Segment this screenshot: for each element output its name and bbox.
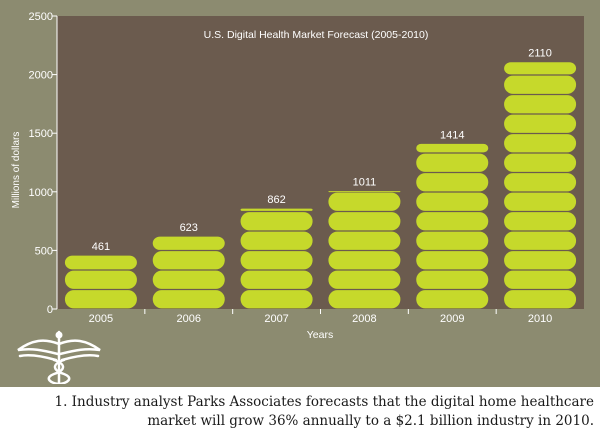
bar-segment xyxy=(328,192,401,211)
bar-segment xyxy=(64,255,137,270)
bar-segment xyxy=(504,173,577,192)
bar-segment xyxy=(416,173,489,192)
x-tick-label: 2007 xyxy=(264,313,288,325)
bar-segment xyxy=(152,290,225,309)
y-tick-label: 1500 xyxy=(29,128,53,140)
caption-line-2: market will grow 36% annually to a $2.1 … xyxy=(147,413,594,429)
bar xyxy=(416,143,489,309)
y-axis-label: Millions of dollars xyxy=(11,132,22,209)
chart-title: U.S. Digital Health Market Forecast (200… xyxy=(204,29,429,41)
x-tick-label: 2006 xyxy=(177,313,201,325)
y-tick-label: 1000 xyxy=(29,187,53,199)
bar-value-label: 623 xyxy=(180,222,198,234)
bar-segment xyxy=(328,231,401,250)
bar-segment xyxy=(504,134,577,153)
bar-segment xyxy=(504,231,577,250)
bar-segment xyxy=(240,212,313,231)
bar-segment xyxy=(328,270,401,289)
bar-value-label: 1414 xyxy=(440,129,464,141)
bar-segment xyxy=(416,251,489,270)
y-tick-label: 2500 xyxy=(29,11,53,23)
caption-line-1: 1. Industry analyst Parks Associates for… xyxy=(54,394,594,410)
x-tick-label: 2009 xyxy=(440,313,464,325)
bar-segment xyxy=(416,153,489,172)
y-tick-label: 2000 xyxy=(29,70,53,82)
bar-segment xyxy=(504,95,577,114)
bar-segment xyxy=(240,251,313,270)
bar-segment xyxy=(328,191,401,193)
bar-segment xyxy=(504,290,577,309)
plot-area xyxy=(57,16,584,309)
bar-segment xyxy=(240,290,313,309)
x-tick-label: 2005 xyxy=(89,313,113,325)
y-tick-label: 500 xyxy=(35,245,53,257)
bar-segment xyxy=(504,114,577,133)
bar-segment xyxy=(240,231,313,250)
bar-segment xyxy=(416,143,489,153)
bar-segment xyxy=(152,236,225,250)
bar-segment xyxy=(64,270,137,289)
bar-segment xyxy=(240,208,313,211)
bar-segment xyxy=(64,290,137,309)
bar-segment xyxy=(416,290,489,309)
x-tick-label: 2010 xyxy=(528,313,552,325)
x-axis-label: Years xyxy=(307,329,333,341)
caduceus-icon xyxy=(17,330,101,384)
bar-value-label: 1011 xyxy=(353,177,377,189)
bar xyxy=(152,236,225,309)
x-tick-label: 2008 xyxy=(352,313,376,325)
bar-segment xyxy=(328,251,401,270)
bar-segment xyxy=(504,192,577,211)
bar-value-label: 461 xyxy=(92,241,110,253)
bar-segment xyxy=(504,251,577,270)
bar xyxy=(240,208,313,309)
bar-value-label: 2110 xyxy=(528,48,552,60)
bar-chart: 461 623 862 1011 1414 2110 0 500 1000 1500 2000 25… xyxy=(11,11,584,341)
caption: 1. Industry analyst Parks Associates for… xyxy=(0,387,600,437)
bar-segment xyxy=(328,290,401,309)
bar-segment xyxy=(240,270,313,289)
chart-panel: 461 623 862 1011 1414 2110 0 500 1000 1500 2000 25… xyxy=(0,0,600,387)
bar-segment xyxy=(152,251,225,270)
bar-segment xyxy=(416,212,489,231)
bar-segment xyxy=(504,153,577,172)
bar-segment xyxy=(504,270,577,289)
bar-segment xyxy=(504,62,577,75)
bar-segment xyxy=(504,75,577,94)
bar-segment xyxy=(152,270,225,289)
bar-value-label: 862 xyxy=(267,194,285,206)
bar xyxy=(64,255,137,309)
bar-segment xyxy=(416,270,489,289)
bar xyxy=(504,62,577,309)
bar-segment xyxy=(416,192,489,211)
y-tick-label: 0 xyxy=(47,304,53,316)
bar xyxy=(328,191,401,309)
bar-segment xyxy=(504,212,577,231)
bar-segment xyxy=(416,231,489,250)
bar-segment xyxy=(328,212,401,231)
